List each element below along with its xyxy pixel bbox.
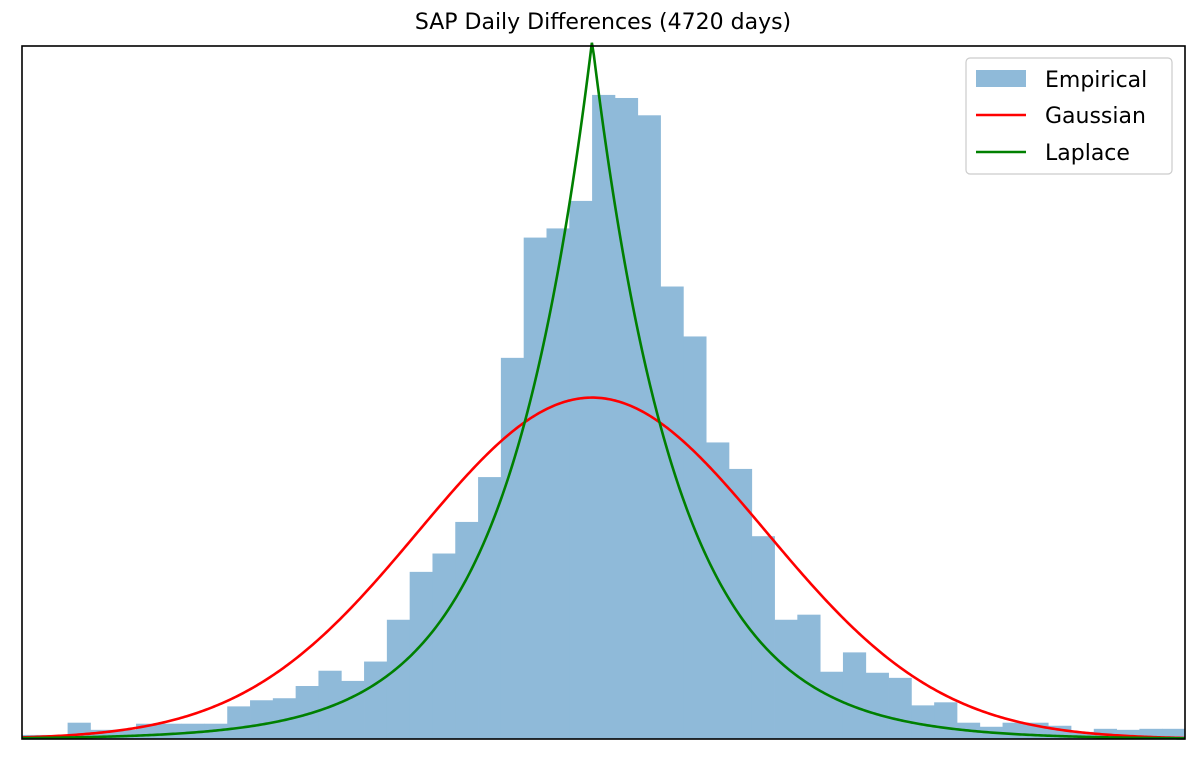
legend-swatch-empirical [976, 70, 1026, 87]
histogram-bar [386, 619, 411, 739]
histogram-bar [614, 97, 639, 740]
histogram-bar [409, 571, 433, 739]
histogram-bar [341, 680, 365, 739]
histogram-bar [113, 729, 137, 739]
histogram-bar [455, 521, 479, 739]
legend: Empirical Gaussian Laplace [965, 57, 1173, 175]
legend-label-gaussian: Gaussian [1045, 104, 1146, 129]
laplace-curve [21, 42, 1186, 740]
axes-frame [21, 45, 1186, 740]
histogram-bar [1070, 731, 1095, 739]
histogram-bar [911, 705, 935, 739]
histogram-bar [158, 723, 183, 739]
histogram-bar [318, 670, 342, 739]
histogram-bar [432, 553, 456, 739]
histogram-bar [797, 614, 821, 739]
histogram-bar [865, 672, 889, 739]
histogram-bar [706, 442, 730, 739]
chart-title: SAP Daily Differences (4720 days) [414, 10, 792, 35]
histogram-bar [660, 286, 684, 739]
histogram-bar [227, 706, 251, 739]
histogram-bar [728, 468, 753, 739]
histogram-bar [90, 729, 114, 739]
histogram-bar [1162, 728, 1186, 739]
histogram-bar [478, 477, 502, 739]
histogram-bar [500, 357, 525, 739]
histogram-bar [523, 237, 547, 739]
histogram-bar [842, 652, 867, 740]
histogram-bar [295, 686, 319, 739]
histogram-bar [1116, 729, 1140, 739]
histogram-bar [820, 671, 844, 739]
gaussian-curve [21, 396, 1186, 740]
histogram-bar [250, 700, 274, 739]
histogram-bar [592, 94, 616, 740]
histogram-bar [546, 228, 570, 740]
histogram-bar [272, 698, 297, 739]
histogram-bar [774, 619, 798, 739]
histogram-bar [934, 702, 958, 739]
histogram-bar [888, 677, 912, 739]
histogram-bar [637, 115, 661, 740]
histogram-bar [683, 336, 707, 739]
histogram-bar [364, 661, 388, 739]
histogram-bars [22, 94, 1186, 740]
histogram-bar [569, 200, 593, 739]
histogram-bar [751, 536, 775, 739]
legend-label-laplace: Laplace [1045, 141, 1130, 166]
histogram-bar [1002, 722, 1026, 739]
histogram-bar [1139, 728, 1163, 739]
legend-label-empirical: Empirical [1045, 68, 1147, 93]
